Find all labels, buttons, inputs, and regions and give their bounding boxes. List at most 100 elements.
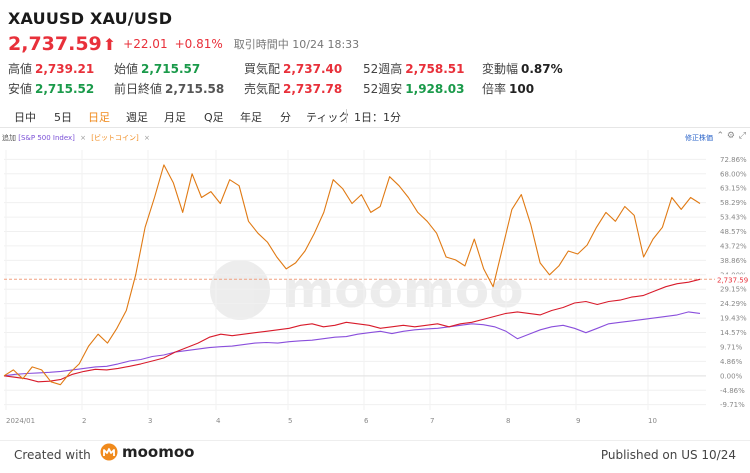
stat-label: 52週高	[363, 62, 403, 76]
up-arrow-icon: ⬆	[102, 34, 117, 54]
y-tick-label: 72.86%	[720, 156, 747, 164]
last-price: 2,737.59	[8, 33, 102, 55]
stat-label: 高値	[8, 62, 33, 76]
y-tick-label: 19.43%	[720, 315, 747, 323]
published-label: Published on US 10/24	[600, 448, 736, 462]
y-tick-label: 24.29%	[720, 300, 747, 308]
tab-2[interactable]: 日足	[88, 111, 110, 124]
x-tick-label: 8	[506, 417, 510, 425]
footer: Created with moomoo Published on US 10/2…	[0, 440, 750, 473]
adjusted-price-toggle[interactable]: 修正株価	[685, 134, 713, 142]
moomoo-watermark: moomoo	[210, 260, 524, 320]
stat-value: 2,715.58	[165, 82, 225, 96]
stat-value: 2,737.78	[283, 82, 343, 96]
quote-stats: 高値 2,739.21 始値 2,715.57 買気配 2,737.40 52週高 2,758…	[8, 60, 743, 99]
y-tick-label: 0.00%	[720, 372, 743, 380]
stat-label: 倍率	[482, 82, 507, 96]
legend-sp500[interactable]: [S&P 500 Index]	[18, 134, 75, 142]
series-line--	[3, 164, 701, 386]
tab-7[interactable]: 分	[280, 111, 291, 124]
series-line-xau-usd	[3, 278, 701, 383]
stat-value: 2,715.52	[35, 82, 95, 96]
y-tick-label: 48.57%	[720, 228, 747, 236]
gear-icon[interactable]: ⚙	[726, 131, 735, 141]
stat-r2-4: 倍率 100	[482, 80, 534, 97]
y-tick-label: 63.15%	[720, 185, 747, 193]
price-label-bg	[715, 274, 749, 285]
stat-value: 0.87%	[521, 62, 563, 76]
stat-label: 前日終値	[114, 82, 163, 96]
stat-value: 2,715.57	[141, 62, 201, 76]
stat-value: 100	[509, 82, 535, 96]
y-tick-label: 58.29%	[720, 199, 747, 207]
chevron-up-icon[interactable]: ⌃	[716, 131, 724, 141]
y-tick-label: 4.86%	[720, 358, 743, 366]
stat-value: 2,739.21	[35, 62, 95, 76]
tab-8[interactable]: ティック	[306, 111, 350, 124]
stat-label: 52週安	[363, 82, 403, 96]
remove-bitcoin-icon[interactable]: ×	[143, 134, 150, 142]
tab-4[interactable]: 月足	[164, 111, 186, 124]
stat-label: 買気配	[244, 62, 281, 76]
brand-name: moomoo	[122, 443, 195, 461]
stat-label: 始値	[114, 62, 139, 76]
stat-r1-3: 52週高 2,758.51	[363, 60, 465, 77]
stat-r1-0: 高値 2,739.21	[8, 60, 94, 77]
y-tick-label: 53.43%	[720, 214, 747, 222]
brand: moomoo	[100, 443, 194, 461]
stat-r1-1: 始値 2,715.57	[114, 60, 200, 77]
created-with-label: Created with	[14, 448, 91, 462]
price-level-label: 2,737.59	[717, 276, 748, 284]
price-change-pct: +0.81%	[174, 37, 223, 51]
stat-r2-2: 売気配 2,737.78	[244, 80, 342, 97]
tab-6[interactable]: 年足	[240, 111, 262, 124]
stat-r1-2: 買気配 2,737.40	[244, 60, 342, 77]
y-tick-label: 43.72%	[720, 242, 747, 250]
stat-label: 売気配	[244, 82, 281, 96]
x-tick-label: 7	[430, 417, 434, 425]
tab-5[interactable]: Q足	[204, 111, 224, 124]
x-tick-label: 3	[148, 417, 152, 425]
series-line-s-p-500-index	[3, 311, 701, 377]
y-tick-label: 14.57%	[720, 329, 747, 337]
stat-r2-0: 安値 2,715.52	[8, 80, 94, 97]
tab-1[interactable]: 5日	[54, 111, 72, 124]
stat-value: 1,928.03	[405, 82, 465, 96]
moomoo-logo-icon	[100, 443, 118, 461]
tab-9[interactable]: 1日：1分	[354, 111, 401, 124]
y-tick-label: 68.00%	[720, 170, 747, 178]
y-tick-label: 38.86%	[720, 257, 747, 265]
stats-row-1: 高値 2,739.21 始値 2,715.57 買気配 2,737.40 52週高 2,758…	[8, 60, 743, 79]
y-tick-label: 29.15%	[720, 286, 747, 294]
y-tick-label: 9.71%	[720, 343, 743, 351]
fullscreen-icon[interactable]: ⤢	[738, 131, 746, 141]
period-tabs: 日中 5日 日足 週足 月足 Q足 年足 分 ティック 1日：1分	[0, 106, 750, 128]
x-tick-label: 6	[364, 417, 369, 425]
tab-divider	[346, 109, 347, 123]
x-tick-label: 5	[288, 417, 292, 425]
x-tick-label: 4	[216, 417, 221, 425]
symbol-title: XAUUSD XAU/USD	[8, 8, 173, 28]
tab-0[interactable]: 日中	[14, 111, 36, 124]
stat-r1-4: 変動幅 0.87%	[482, 60, 563, 77]
remove-sp500-icon[interactable]: ×	[80, 134, 87, 142]
x-tick-label: 10	[648, 417, 657, 425]
y-tick-label: -4.86%	[720, 387, 745, 395]
price-chart[interactable]: moomoo 72.86% 68.00% 63.15% 58.29% 53.43% 48.5…	[0, 140, 750, 440]
stat-value: 2,737.40	[283, 62, 343, 76]
stat-label: 安値	[8, 82, 33, 96]
x-tick-label: 9	[576, 417, 580, 425]
add-comparison-button[interactable]: 追加	[2, 134, 16, 142]
trading-time: 取引時間中 10/24 18:33	[233, 38, 360, 51]
x-tick-label: 2	[82, 417, 86, 425]
y-tick-label: -9.71%	[720, 401, 745, 409]
legend-bitcoin[interactable]: [ビットコイン]	[91, 134, 139, 142]
stat-label: 変動幅	[482, 62, 519, 76]
stat-r2-1: 前日終値 2,715.58	[114, 80, 224, 97]
stats-row-2: 安値 2,715.52 前日終値 2,715.58 売気配 2,737.78 52週安 1,9…	[8, 80, 743, 99]
price-change: +22.01	[123, 37, 168, 51]
x-tick-label: 2024/01	[6, 417, 35, 425]
stat-value: 2,758.51	[405, 62, 465, 76]
quote-header: XAUUSD XAU/USD 2,737.59 ⬆ +22.01 +0.81% …	[8, 6, 743, 56]
tab-3[interactable]: 週足	[126, 111, 148, 124]
